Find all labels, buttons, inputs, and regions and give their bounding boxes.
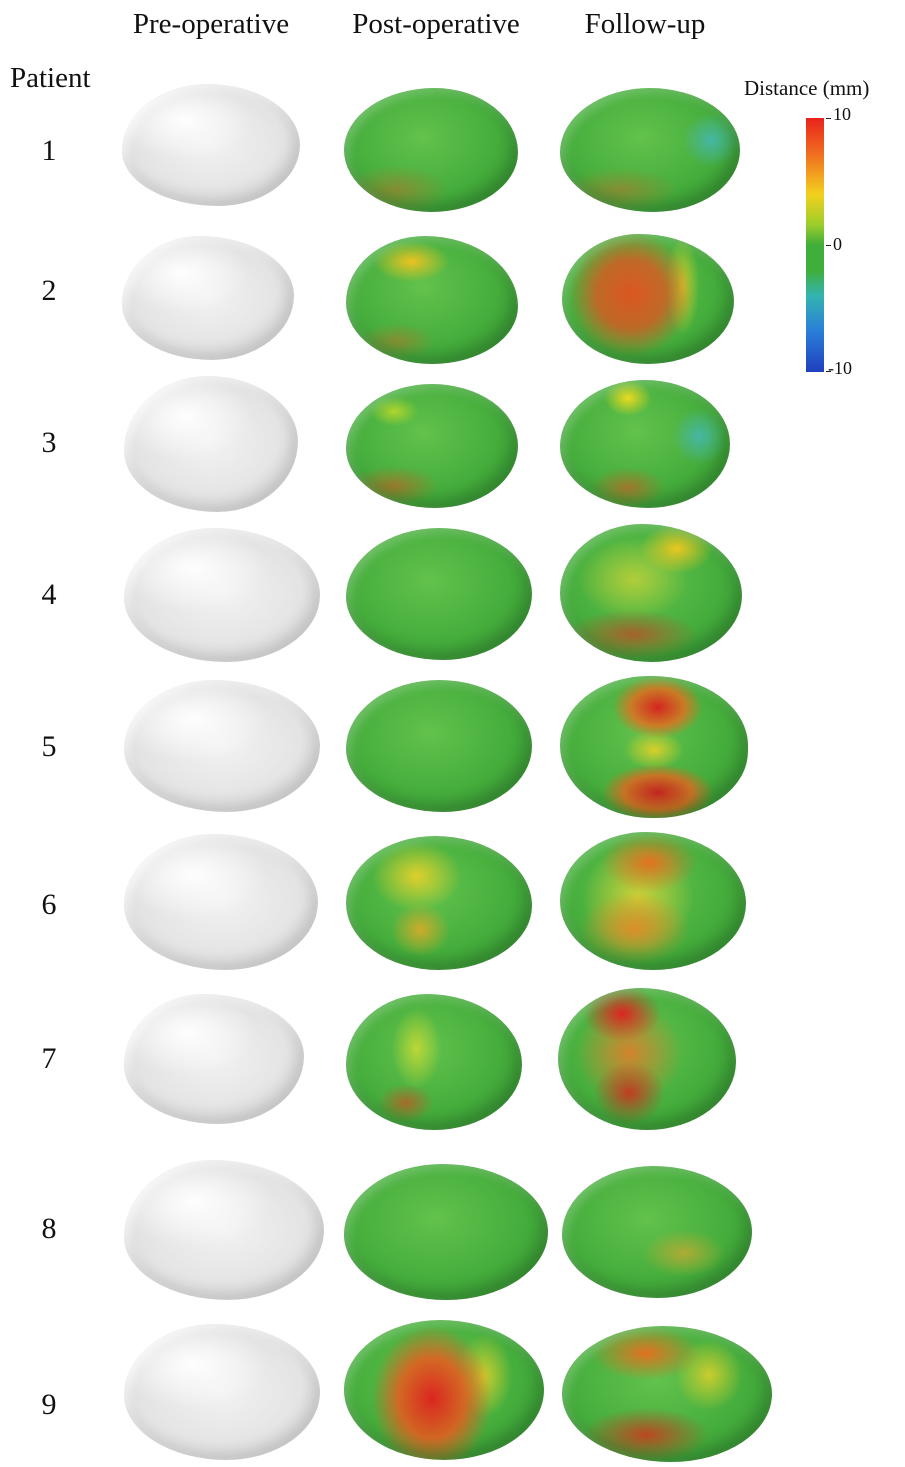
post-operative-distance-map [346,236,518,364]
post-operative-distance-map [344,1164,548,1300]
follow-up-distance-map [562,1166,752,1298]
colorbar-label-mid: 0 [833,234,842,254]
follow-up-distance-map [558,988,736,1130]
follow-up-distance-map [560,676,748,818]
colorbar [806,118,824,372]
colorbar-tick-mid [826,245,831,246]
patient-label: 5 [41,730,57,763]
post-operative-distance-map [346,384,518,508]
pre-operative-shape [122,84,300,206]
patient-label: 3 [41,426,57,459]
row-header-patient: Patient [10,62,91,94]
colorbar-tick-max [826,118,831,119]
patient-label: 6 [41,888,57,921]
follow-up-distance-map [560,524,742,662]
follow-up-distance-map [560,832,746,970]
post-operative-distance-map [346,680,532,812]
patient-label: 9 [41,1388,57,1421]
follow-up-distance-map [560,380,730,508]
colorbar-title: Distance (mm) [744,76,870,100]
patient-label: 7 [41,1042,57,1075]
patient-label: 8 [41,1212,57,1245]
post-operative-distance-map [344,88,518,212]
patient-label: 1 [41,134,57,167]
post-operative-distance-map [346,528,532,660]
pre-operative-shape [124,994,304,1124]
colorbar-tick-min [826,371,831,372]
colorbar-label-max: 10 [833,104,851,124]
post-operative-distance-map [346,836,532,970]
colorbar-label-min: -10 [828,358,852,378]
patient-label: 2 [41,274,57,307]
column-header-follow-up: Follow-up [584,8,706,40]
follow-up-distance-map [562,234,734,364]
follow-up-distance-map [562,1326,772,1462]
pre-operative-shape [124,834,318,970]
pre-operative-shape [122,236,294,360]
pre-operative-shape [124,1160,324,1300]
post-operative-distance-map [346,994,522,1130]
column-header-post-operative: Post-operative [352,8,520,40]
column-header-pre-operative: Pre-operative [132,8,290,40]
patient-label: 4 [41,578,57,611]
pre-operative-shape [124,1324,320,1460]
pre-operative-shape [124,376,298,512]
pre-operative-shape [124,528,320,662]
pre-operative-shape [124,680,320,812]
follow-up-distance-map [560,88,740,212]
post-operative-distance-map [344,1320,544,1460]
